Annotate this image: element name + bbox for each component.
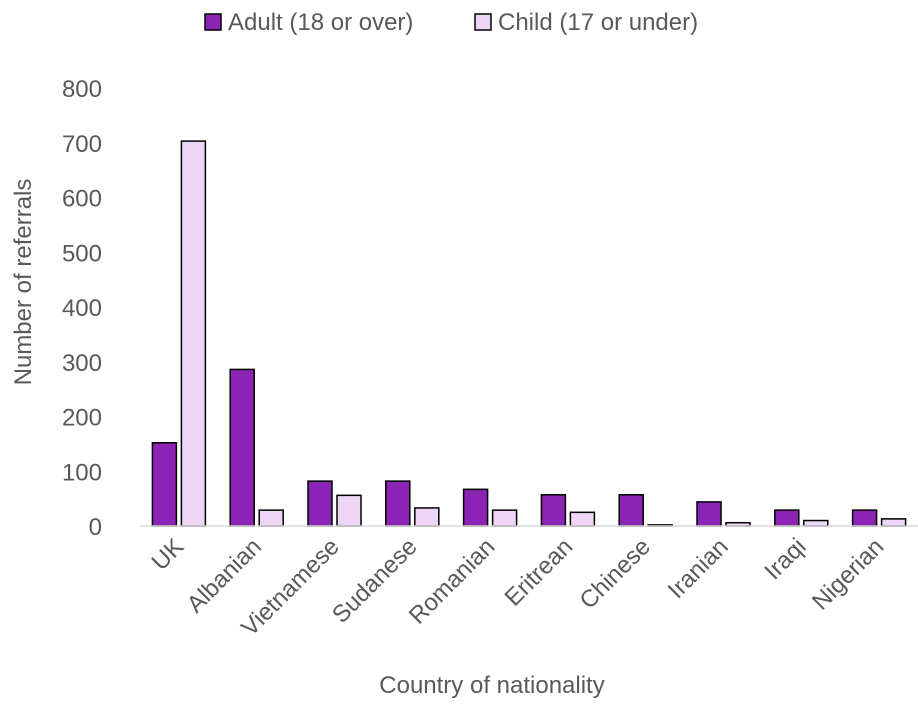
bar-albanian-adult: [229, 368, 255, 527]
y-tick-label: 500: [62, 240, 102, 267]
y-tick-label: 800: [62, 76, 102, 103]
x-tick-label: Iraqi: [759, 533, 811, 585]
y-axis-tick-labels: 0 100 200 300 400 500 600 700 800: [62, 76, 102, 541]
y-tick-label: 600: [62, 186, 102, 213]
y-tick-label: 300: [62, 350, 102, 377]
bar-iraqi-child: [803, 519, 829, 527]
x-tick-label: Iranian: [663, 533, 734, 604]
bar-iranian-adult: [696, 501, 722, 527]
y-axis-title: Number of referrals: [10, 179, 37, 386]
bar-vietnamese-child: [336, 494, 362, 527]
bars: [151, 140, 907, 527]
bar-uk-child: [180, 140, 207, 527]
bar-vietnamese-adult: [307, 480, 333, 527]
y-tick-label: 200: [62, 405, 102, 432]
bar-eritrean-adult: [540, 494, 567, 527]
legend-swatch-child: [474, 13, 492, 31]
y-tick-label: 0: [89, 514, 102, 541]
legend-label-child: Child (17 or under): [498, 9, 698, 36]
legend: Adult (18 or over) Child (17 or under): [204, 9, 698, 36]
x-tick-label: Eritrean: [500, 533, 579, 612]
y-tick-label: 100: [62, 459, 102, 486]
bar-uk-adult: [151, 442, 178, 527]
bar-nigerian-adult: [851, 509, 878, 527]
x-tick-label: Nigerian: [807, 533, 889, 615]
bar-sudanese-child: [414, 507, 440, 527]
bar-eritrean-child: [569, 511, 596, 527]
bar-chinese-adult: [618, 494, 644, 527]
x-tick-label: Romanian: [404, 533, 500, 629]
legend-swatch-adult: [204, 13, 222, 31]
bar-romanian-child: [491, 509, 518, 527]
bar-albanian-child: [258, 509, 284, 527]
bar-sudanese-adult: [385, 480, 411, 527]
x-axis-title: Country of nationality: [379, 672, 604, 699]
legend-label-adult: Adult (18 or over): [228, 9, 413, 36]
x-tick-label: Chinese: [575, 533, 656, 614]
bar-nigerian-child: [880, 518, 907, 527]
y-tick-label: 700: [62, 131, 102, 158]
y-tick-label: 400: [62, 295, 102, 322]
bar-romanian-adult: [462, 488, 489, 527]
bar-iraqi-adult: [774, 509, 800, 527]
x-tick-label: UK: [146, 533, 189, 576]
